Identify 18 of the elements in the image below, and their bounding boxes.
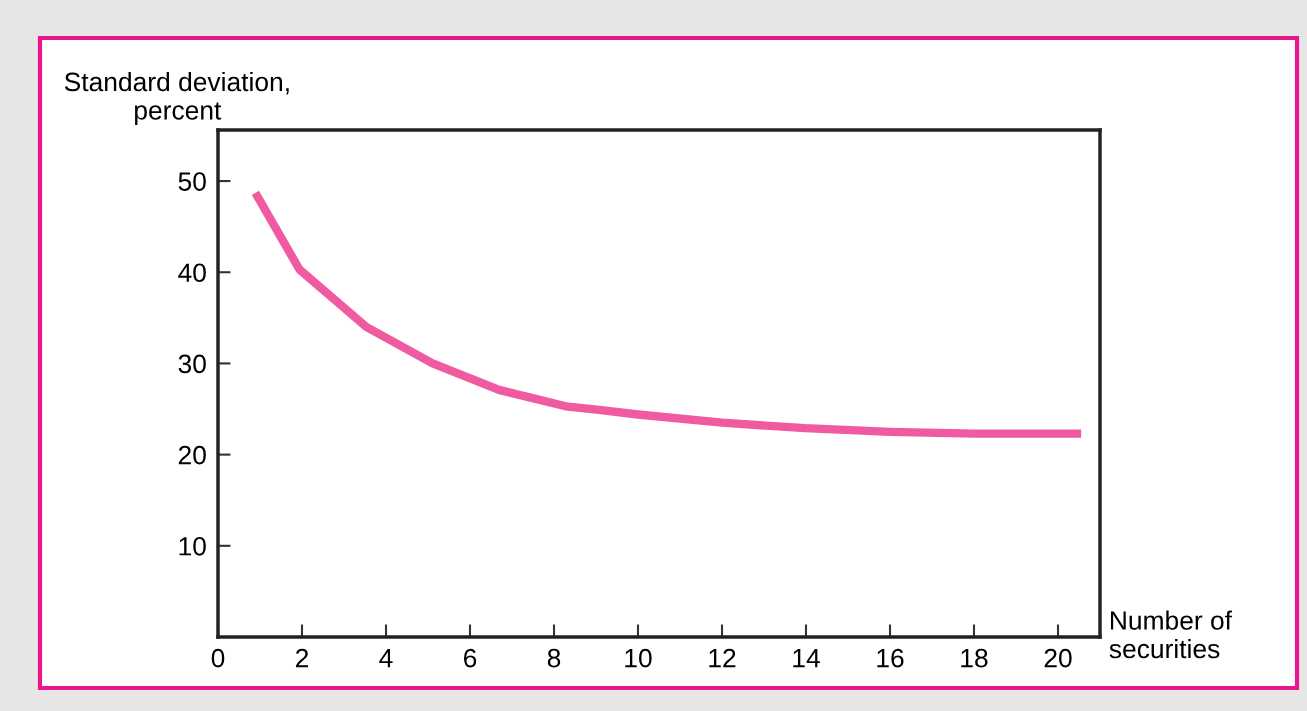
x-tick-label: 20 <box>1044 648 1072 668</box>
x-tick-label: 10 <box>625 648 652 668</box>
y-tick-label: 20 <box>178 445 206 465</box>
x-tick-label: 14 <box>793 649 820 668</box>
x-tick-label: 16 <box>877 648 904 668</box>
x-tick-label: 4 <box>379 649 393 668</box>
x-tick-label: 2 <box>295 648 309 668</box>
y-tick-label: 50 <box>178 172 206 191</box>
y-tick-label: 40 <box>178 263 206 283</box>
y-tick-label: 30 <box>178 354 206 374</box>
x-tick-label: 18 <box>961 648 988 668</box>
y-axis-title: Standard deviation, percent <box>64 71 289 125</box>
x-tick-label: 0 <box>211 648 225 668</box>
x-tick-label: 8 <box>547 648 561 668</box>
x-tick-label: 12 <box>709 648 736 668</box>
x-tick-label: 6 <box>464 648 477 668</box>
y-tick-label: 10 <box>179 536 206 556</box>
x-axis-title: Number of securities <box>1109 610 1233 659</box>
